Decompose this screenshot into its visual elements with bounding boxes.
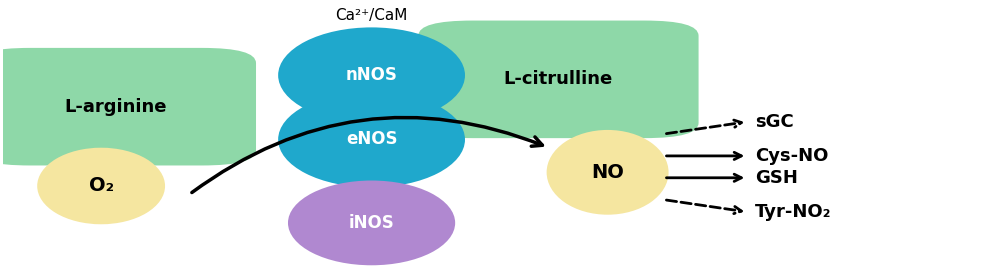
Text: NO: NO xyxy=(591,163,624,182)
FancyArrowPatch shape xyxy=(667,174,742,181)
Text: Tyr-NO₂: Tyr-NO₂ xyxy=(756,203,832,221)
Ellipse shape xyxy=(288,181,455,265)
Text: L-arginine: L-arginine xyxy=(64,98,167,116)
FancyArrowPatch shape xyxy=(667,152,742,160)
Ellipse shape xyxy=(38,148,165,224)
Text: O₂: O₂ xyxy=(89,177,114,196)
Ellipse shape xyxy=(278,27,465,123)
Ellipse shape xyxy=(547,130,669,215)
FancyBboxPatch shape xyxy=(418,21,698,138)
Text: nNOS: nNOS xyxy=(345,66,398,84)
Text: eNOS: eNOS xyxy=(346,131,398,148)
Text: L-citrulline: L-citrulline xyxy=(503,70,613,88)
Text: Cys-NO: Cys-NO xyxy=(756,147,829,165)
Text: GSH: GSH xyxy=(756,169,798,187)
FancyArrowPatch shape xyxy=(192,117,542,193)
Text: Ca²⁺/CaM: Ca²⁺/CaM xyxy=(335,8,407,23)
Text: sGC: sGC xyxy=(756,113,794,131)
FancyArrowPatch shape xyxy=(667,120,742,134)
FancyArrowPatch shape xyxy=(667,200,742,214)
FancyBboxPatch shape xyxy=(0,48,256,165)
Text: iNOS: iNOS xyxy=(349,214,395,232)
Ellipse shape xyxy=(278,92,465,187)
